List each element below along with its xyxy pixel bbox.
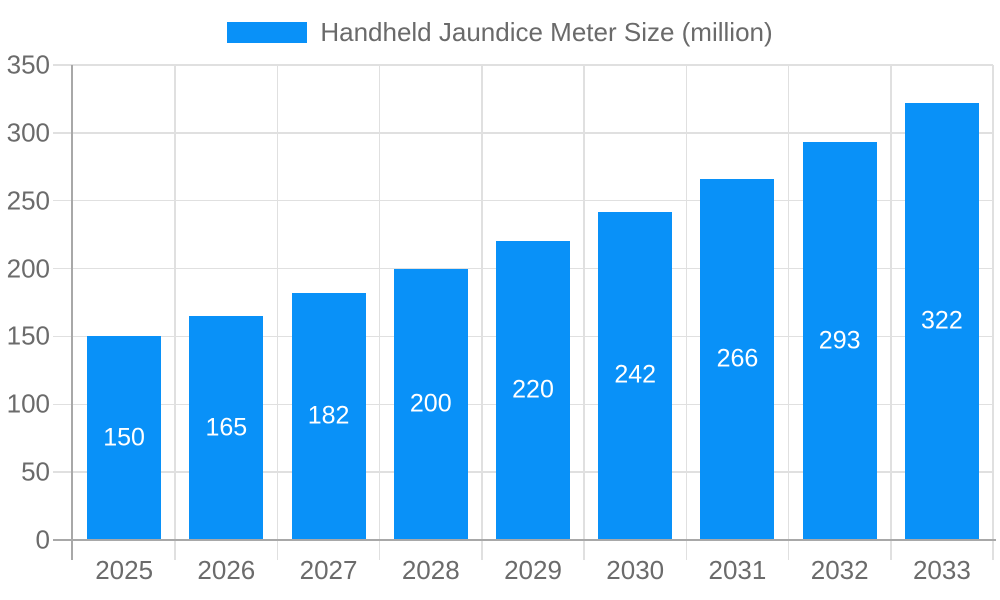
y-axis-tick-label: 150 — [6, 320, 50, 351]
gridline-vertical — [992, 65, 994, 560]
bar-2025: 150 — [87, 336, 162, 539]
x-axis-line — [53, 538, 996, 541]
bar-2033: 322 — [904, 103, 979, 539]
gridline-horizontal — [53, 64, 993, 66]
x-axis-tick-label: 2027 — [299, 555, 358, 585]
y-axis-tick-label: 350 — [6, 49, 50, 80]
plot-area: 150 165 182 200 220 242 266 293 322 — [53, 64, 996, 560]
x-axis-tick-label: 2029 — [504, 555, 562, 585]
bar-2030: 242 — [598, 211, 673, 539]
bar-2027: 182 — [291, 293, 366, 539]
chart-legend: Handheld Jaundice Meter Size (million) — [0, 15, 1000, 49]
y-axis-tick-label: 300 — [6, 117, 50, 148]
bar-value-label: 165 — [205, 413, 248, 442]
gridline-vertical — [787, 65, 790, 560]
bar-value-label: 242 — [614, 360, 657, 389]
y-axis: 0 50 100 150 200 250 300 350 — [0, 50, 50, 555]
x-axis-tick-label: 2030 — [606, 555, 665, 585]
x-axis-tick-label: 2028 — [401, 555, 460, 585]
gridline-vertical — [174, 65, 176, 560]
x-axis-tick-label: 2026 — [197, 555, 256, 585]
y-axis-tick-label: 200 — [6, 253, 50, 284]
bar-value-label: 322 — [921, 306, 963, 335]
y-axis-tick-label: 50 — [21, 456, 50, 487]
bar-value-label: 266 — [716, 344, 759, 373]
bar-value-label: 182 — [307, 401, 350, 430]
gridline-horizontal — [53, 199, 993, 202]
bar-2032: 293 — [802, 142, 877, 539]
x-axis: 2025 2026 2027 2028 2029 2030 2031 2032 2033 — [73, 555, 993, 589]
y-axis-tick-label: 100 — [6, 388, 50, 419]
y-axis-line — [71, 65, 73, 560]
bar-value-label: 220 — [512, 375, 554, 404]
gridline-horizontal — [53, 132, 993, 134]
x-axis-tick-label: 2032 — [810, 555, 869, 585]
bar-2028: 200 — [393, 268, 468, 539]
y-axis-tick-label: 250 — [6, 185, 50, 216]
gridline-vertical — [583, 65, 585, 560]
bar-value-label: 200 — [409, 389, 452, 418]
gridline-vertical — [890, 65, 892, 560]
x-axis-tick-label: 2031 — [708, 555, 767, 585]
bar-value-label: 293 — [818, 326, 861, 355]
bar-value-label: 150 — [103, 423, 145, 452]
gridline-vertical — [276, 65, 279, 560]
bar-2026: 165 — [189, 316, 264, 539]
bar-2029: 220 — [496, 241, 570, 539]
gridline-vertical — [481, 65, 483, 560]
y-axis-tick-label: 0 — [35, 524, 50, 555]
x-axis-tick-label: 2025 — [95, 555, 154, 585]
gridline-vertical — [378, 65, 381, 560]
x-axis-tick-label: 2033 — [912, 555, 971, 585]
legend-label: Handheld Jaundice Meter Size (million) — [320, 17, 773, 47]
gridline-vertical — [685, 65, 688, 560]
bar-2031: 266 — [700, 179, 775, 539]
legend-swatch — [227, 21, 308, 43]
